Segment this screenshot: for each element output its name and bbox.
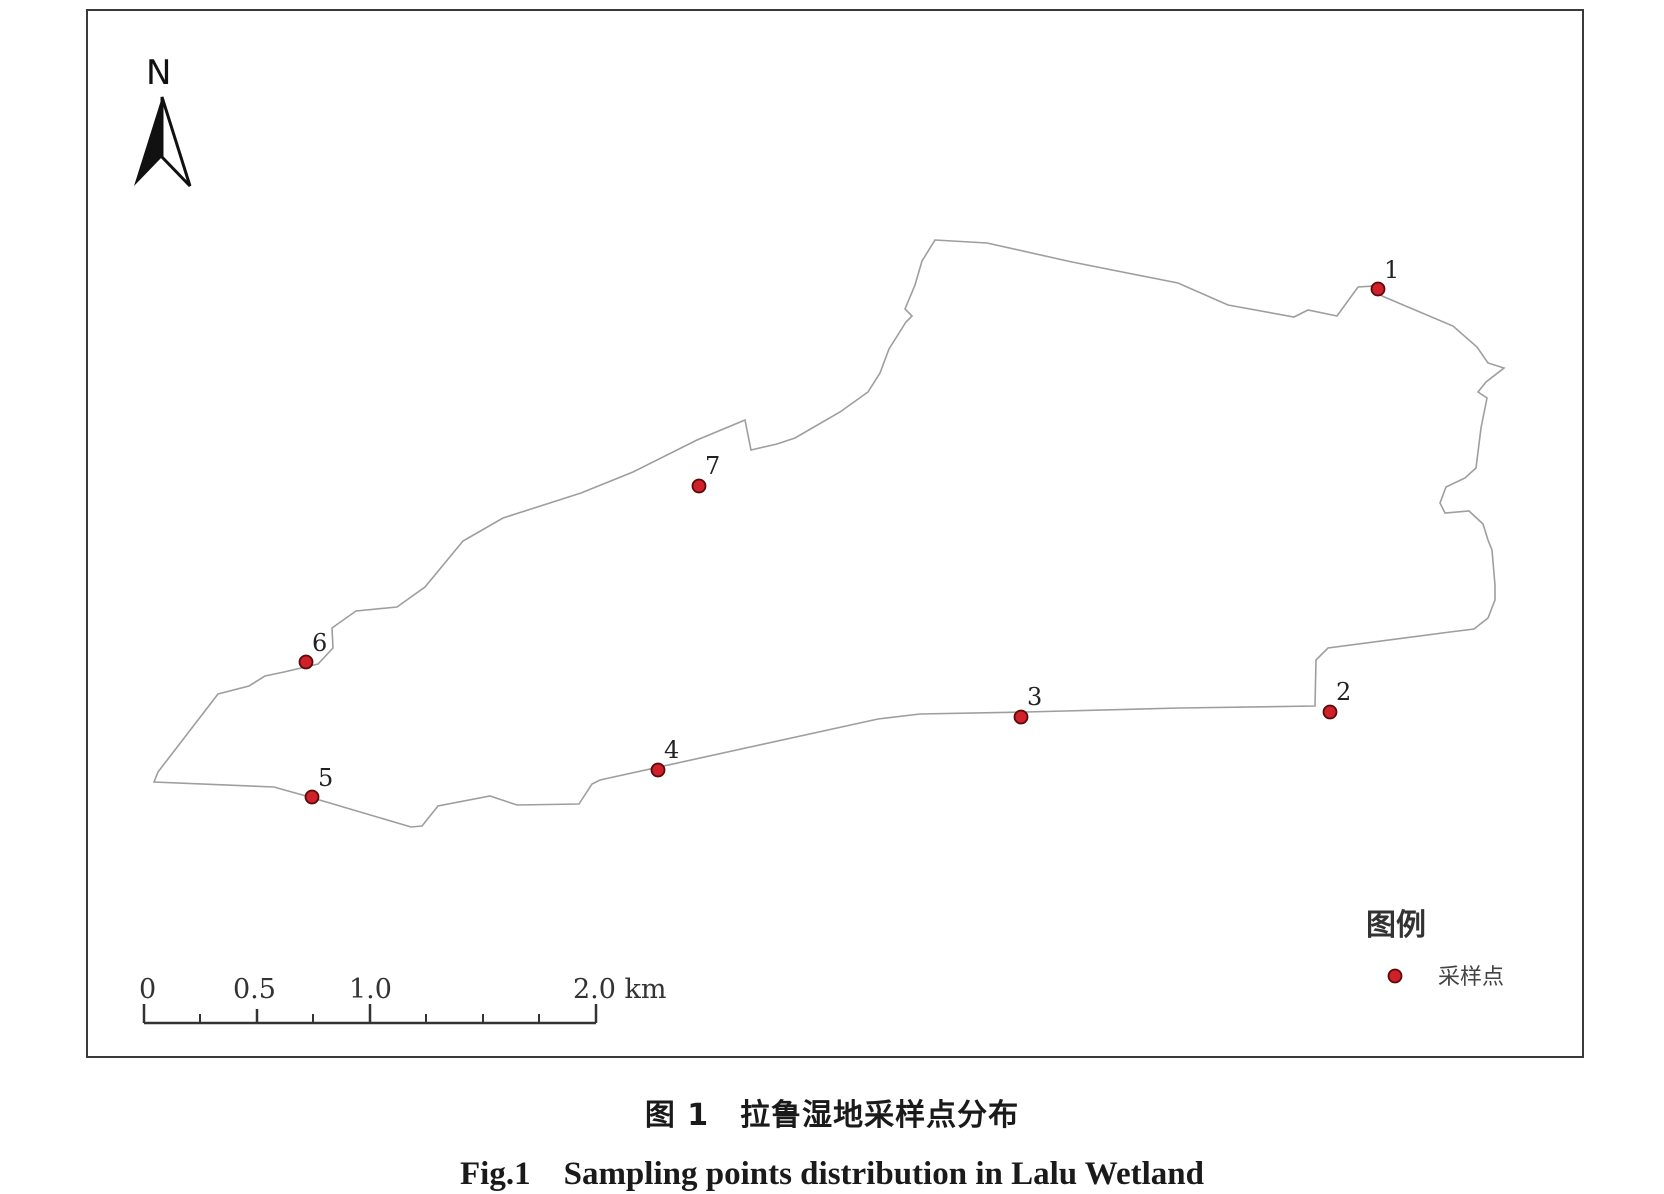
map-frame [86,9,1584,1058]
sampling-point-marker [1370,281,1386,297]
scale-label-0-5: 0.5 [233,974,276,1005]
sampling-point-label: 1 [1384,256,1399,284]
sampling-point-marker [1013,709,1029,725]
figure-caption-chinese: 图 1 拉鲁湿地采样点分布 [644,1098,1020,1133]
scale-label-2-0-km: 2.0 km [573,974,667,1005]
sampling-point-marker [691,478,707,494]
north-arrow: N [134,53,192,188]
map-canvas: N 1 2 3 4 5 6 7 [134,53,1506,1025]
north-arrow-letter: N [146,53,171,93]
north-arrow-right-half [160,96,192,188]
sampling-point-label: 7 [705,452,720,480]
sampling-point: 7 [691,452,720,494]
scale-label-0: 0 [139,974,156,1005]
sampling-point: 2 [1322,678,1351,720]
wetland-boundary [152,239,1506,828]
legend: 图例 采样点 [1366,908,1504,990]
scale-label-1-0: 1.0 [349,974,392,1005]
sampling-point-label: 2 [1336,678,1351,706]
sampling-point: 5 [304,764,333,805]
sampling-point-marker [650,762,666,778]
north-arrow-left-half [134,97,162,186]
sampling-point: 1 [1370,256,1399,297]
legend-title: 图例 [1366,908,1426,943]
scale-bar: 0 0.5 1.0 2.0 km [139,974,667,1025]
sampling-points: 1 2 3 4 5 6 7 [298,256,1399,805]
legend-symbol-sampling-point [1387,968,1403,984]
sampling-point: 4 [650,736,679,778]
sampling-point-marker [1322,704,1338,720]
sampling-point-label: 5 [318,764,333,792]
sampling-point-marker [298,654,314,670]
sampling-point: 6 [298,629,327,670]
sampling-point-label: 3 [1027,683,1042,711]
sampling-point: 3 [1013,683,1042,725]
sampling-point-marker [304,789,320,805]
sampling-point-label: 6 [312,629,327,657]
sampling-point-label: 4 [664,736,679,764]
figure-caption-english: Fig.1 Sampling points distribution in La… [460,1156,1204,1192]
legend-item-label: 采样点 [1438,965,1504,990]
